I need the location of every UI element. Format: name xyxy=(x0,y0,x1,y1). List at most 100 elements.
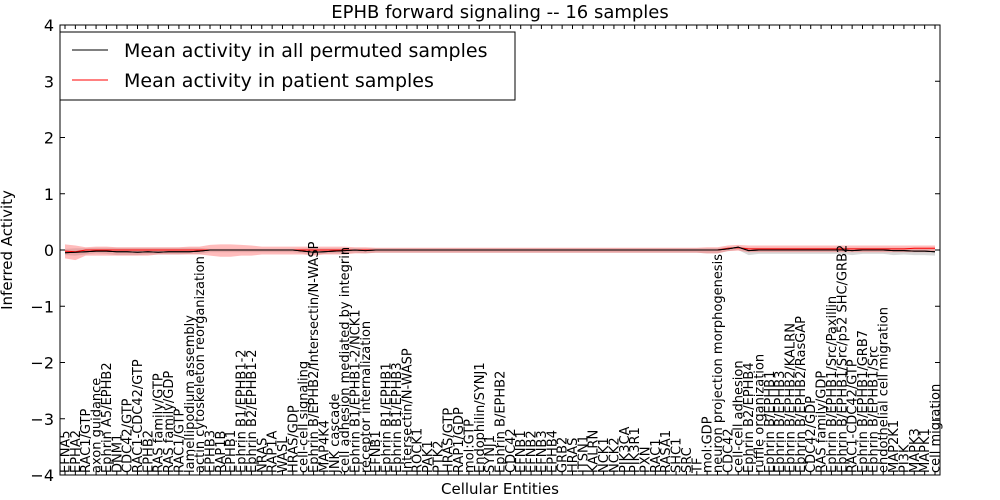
x-tick-label: EFNB1 xyxy=(369,430,384,473)
y-tick-label: −2 xyxy=(30,354,54,373)
x-tick-label: ruffle organization xyxy=(752,354,767,473)
x-tick-label: TF xyxy=(690,458,705,474)
x-tick-label: NCK1 xyxy=(597,437,612,473)
x-tick-label: WASL xyxy=(276,436,291,473)
x-tick-label: Ephrin B2/EPHB4 xyxy=(742,362,757,473)
series-lines xyxy=(64,246,936,254)
x-tick-label: PAK1 xyxy=(421,440,436,473)
y-tick-label: −3 xyxy=(30,410,54,429)
legend: Mean activity in all permuted samples Me… xyxy=(59,31,516,101)
x-tick-label: RAC1-CDC42/GTP xyxy=(846,359,861,473)
x-tick-label: RASA1 xyxy=(659,430,674,473)
x-tick-label: EFNB1 xyxy=(514,430,529,473)
x-tick-label: Ephrin B/EPHB1/Src/Paxillin xyxy=(825,296,840,473)
x-tick-label: Intersectin/N-WASP xyxy=(400,348,415,473)
x-tick-label: MAPK1 xyxy=(918,428,933,473)
x-tick-label: receptor internalization xyxy=(359,321,374,473)
x-tick-label: CDC42 xyxy=(721,428,736,473)
band-patient xyxy=(65,244,935,261)
x-tick-label: PXN xyxy=(639,447,654,473)
y-axis: −4 −3 −2 −1 0 1 2 3 4 xyxy=(30,16,940,485)
x-tick-label: PTK2 xyxy=(431,440,446,473)
x-tick-label: cell adhesion mediated by integrin xyxy=(338,247,353,473)
x-tick-label: EPHB1 xyxy=(224,430,239,473)
x-tick-label: EPHB4 xyxy=(545,430,560,473)
x-tick-label: SHC1 xyxy=(670,438,685,473)
x-tick-label: Ephrin B/EPHB2/RasGAP xyxy=(794,316,809,473)
x-tick-label: NCK2 xyxy=(607,437,622,473)
x-tick-label: mol:GTP xyxy=(462,419,477,473)
x-tick-label: ROCK1 xyxy=(411,428,426,473)
x-tick-label: SRC xyxy=(680,447,695,473)
x-tick-label: lamellipodium assembly xyxy=(183,315,198,473)
x-tick-label: PIK3CA xyxy=(618,426,633,473)
x-tick-label: HRAS xyxy=(566,438,581,473)
x-tick-label: ITSN1 xyxy=(576,435,591,473)
x-tick-label: KALRN xyxy=(587,430,602,473)
y-tick-label: −1 xyxy=(30,297,54,316)
x-tick-label: Ephrin B2/EPHB1-2 xyxy=(245,349,260,473)
x-tick-label: neuron projection morphogenesis xyxy=(711,254,726,473)
x-tick-label: NRAS xyxy=(255,438,270,473)
x-tick-label: mol:GDP xyxy=(701,416,716,473)
x-tick-label: RAC1/GTP xyxy=(172,409,187,473)
x-tick-label: JNK cascade xyxy=(328,394,343,474)
y-tick-label: 2 xyxy=(44,129,54,148)
x-tick-label: Ephrin B/EPHB1/Src/p52 SHC/GRB2 xyxy=(835,245,850,473)
y-tick-label: −4 xyxy=(30,466,54,485)
x-tick-label: CDC42 xyxy=(504,428,519,473)
x-tick-label: SYNJ1 xyxy=(483,435,498,473)
x-axis-label: Cellular Entities xyxy=(441,480,559,498)
x-tick-label: Ephrin A5/EPHB2 xyxy=(100,362,115,473)
x-tick-label: CDC42/GTP xyxy=(121,398,136,473)
x-tick-label: Ephrin B1/EPHB3 xyxy=(390,362,405,473)
x-tick-label: PIK3R1 xyxy=(628,427,643,473)
y-tick-label: 1 xyxy=(44,185,54,204)
y-axis-label: Inferred Activity xyxy=(0,190,16,310)
x-tick-label: Ephrin B/EPHB1 xyxy=(763,371,778,473)
x-tick-label: Ephrin B/EPHB2 xyxy=(494,371,509,473)
x-tick-label: PI3K xyxy=(897,444,912,473)
x-tick-label: actin cytoskeleton reorganization xyxy=(193,256,208,473)
x-tick-label: Ephrin B/EPHB1/Src xyxy=(866,346,881,473)
x-tick-label: RAC1/GTP xyxy=(79,409,94,473)
x-tick-label: EFNB2 xyxy=(525,430,540,473)
x-tick-label: RAC1 xyxy=(649,438,664,473)
line-permuted-top xyxy=(64,246,936,254)
x-tick-label: RAS family/GDP xyxy=(815,371,830,473)
x-tick-label: axon guidance xyxy=(90,378,105,473)
x-tick-label: HRAS/GDP xyxy=(286,405,301,473)
x-tick-label: Ephrin B/EPHB1/GRB7 xyxy=(856,330,871,473)
x-tick-label: MAPK3 xyxy=(908,428,923,473)
x-tick-label: Ephrin B1/EPHB1 xyxy=(380,362,395,473)
x-tick-label: Endophilin/SYNJ1 xyxy=(473,362,488,473)
x-tick-label: Ephrin B1/EPHB1-2/NCK1 xyxy=(349,309,364,473)
y-tick-label: 3 xyxy=(44,72,54,91)
x-tick-label: GRB2 xyxy=(556,437,571,473)
x-tick-label: RAC1-CDC42/GTP xyxy=(131,359,146,473)
x-tick-label: cell migration xyxy=(929,384,944,473)
y-tick-label: 4 xyxy=(44,16,54,35)
confidence-bands xyxy=(65,244,935,261)
x-tick-label: endothelial cell migration xyxy=(877,307,892,473)
x-tick-label: cell-cell adhesion xyxy=(732,360,747,473)
x-tick-label: MAP4K4 xyxy=(317,420,332,473)
x-tick-label: EFNA5 xyxy=(59,430,74,473)
x-tick-label: cell-cell signaling xyxy=(297,361,312,473)
x-tick-label: Ephrin B/EPHB3 xyxy=(773,371,788,473)
x-tick-label: EFNB3 xyxy=(535,430,550,473)
plot-frame xyxy=(59,24,941,476)
x-tick-label: EPHB2 xyxy=(141,430,156,473)
x-tick-label: EPHA2 xyxy=(69,430,84,473)
x-tick-label: RAP1A xyxy=(266,430,281,473)
x-tick-label: Ephrin B1/EPHB1-2 xyxy=(235,349,250,473)
legend-label-permuted: Mean activity in all permuted samples xyxy=(124,40,487,62)
x-tick-label: CDC42/GDP xyxy=(804,396,819,473)
y-tick-label: 0 xyxy=(44,241,54,260)
chart-title: EPHB forward signaling -- 16 samples xyxy=(331,2,669,23)
x-tick-label: RAS family/GDP xyxy=(162,371,177,473)
x-tick-label: RAP1/GDP xyxy=(452,407,467,473)
x-tick-label: DNM1 xyxy=(110,434,125,473)
x-tick-label: MAP2K1 xyxy=(887,420,902,473)
